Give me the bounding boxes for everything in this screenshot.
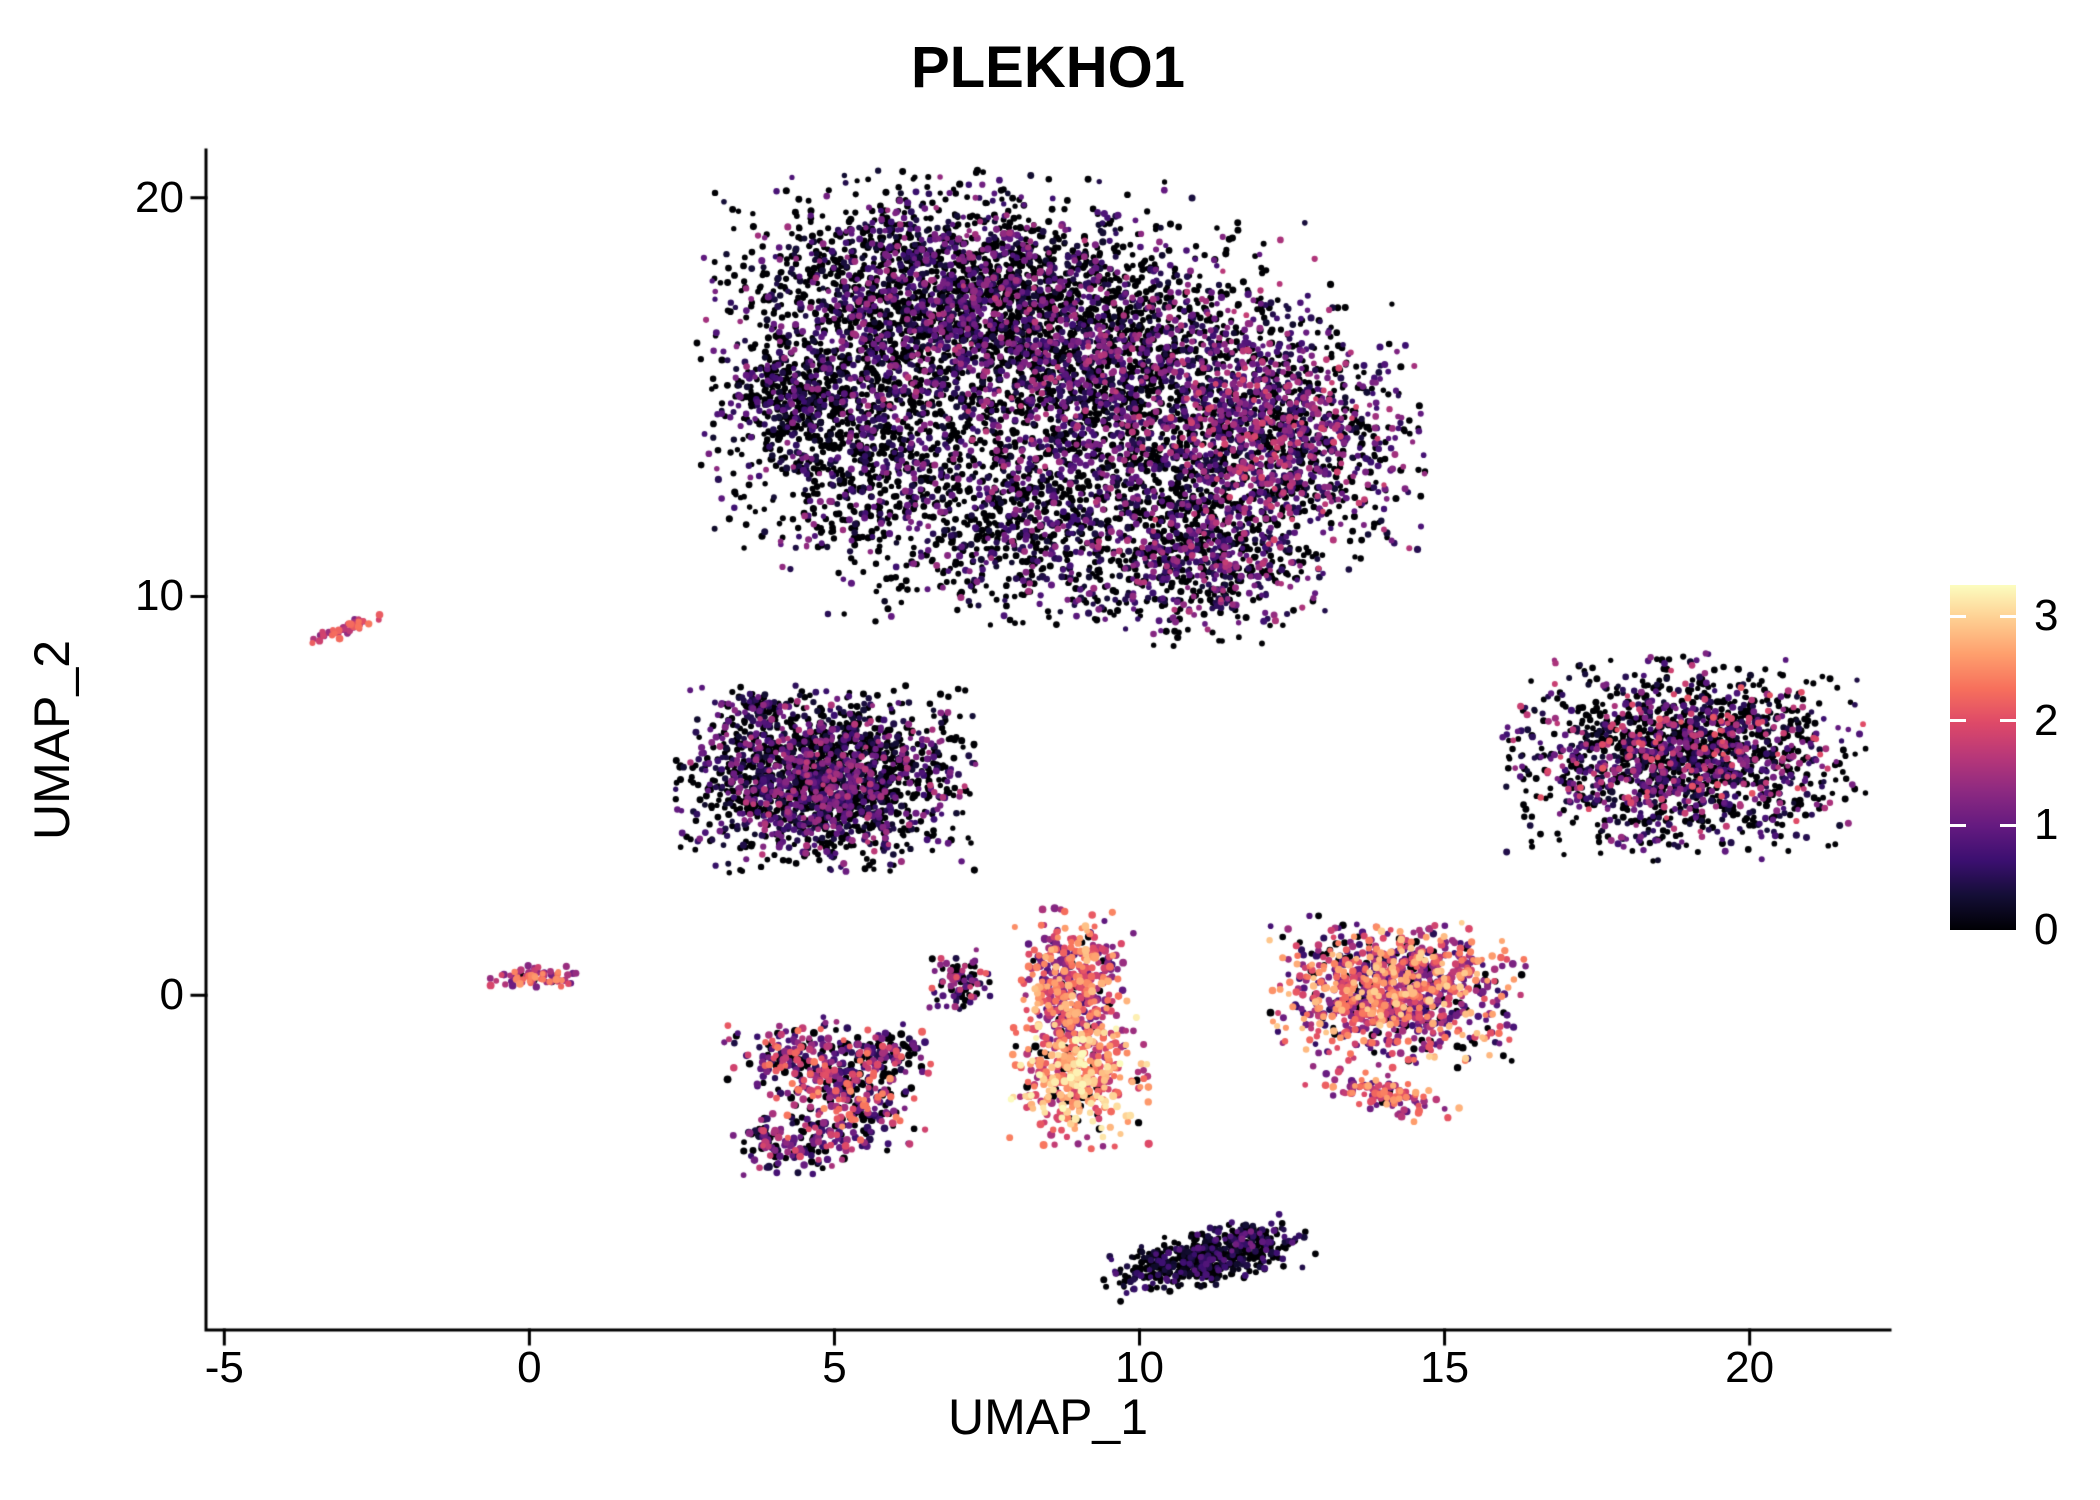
colorbar-tick-mark [1950, 719, 1966, 723]
colorbar-tick-mark [1950, 614, 1966, 618]
x-tick-label: 0 [517, 1343, 542, 1392]
colorbar [1950, 585, 2016, 930]
x-tick-label: 15 [1420, 1343, 1470, 1392]
x-tick-label: 10 [1115, 1343, 1164, 1392]
chart-title: PLEKHO1 [911, 35, 1185, 100]
colorbar-tick-label: 3 [2034, 591, 2059, 641]
y-axis-label: UMAP_2 [24, 639, 80, 841]
colorbar-tick-mark [2000, 614, 2016, 618]
y-tick-label: 10 [135, 571, 184, 621]
colorbar-tick-mark [2000, 823, 2016, 827]
colorbar-tick-label: 0 [2034, 905, 2059, 954]
colorbar-tick-mark [1950, 823, 1966, 827]
x-tick-label: -5 [204, 1343, 244, 1392]
x-axis-label: UMAP_1 [947, 1389, 1149, 1445]
y-tick-label: 0 [159, 970, 184, 1020]
x-tick-label: 5 [822, 1343, 847, 1392]
colorbar-tick-mark [2000, 719, 2016, 723]
colorbar-tick-label: 2 [2034, 695, 2059, 745]
colorbar-tick-label: 1 [2034, 800, 2059, 850]
y-tick-label: 20 [135, 172, 184, 222]
x-tick-label: 20 [1725, 1343, 1775, 1392]
